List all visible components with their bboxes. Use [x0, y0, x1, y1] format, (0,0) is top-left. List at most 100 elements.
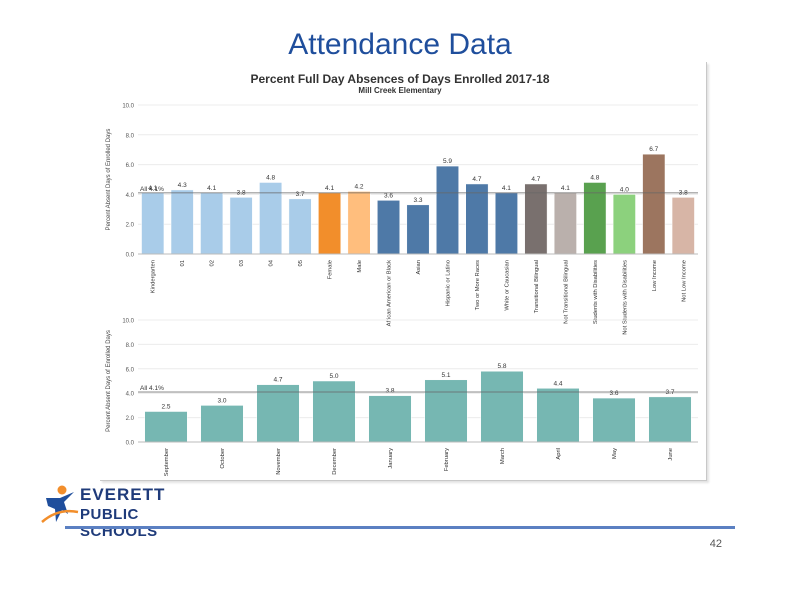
- category-label: November: [276, 448, 282, 475]
- category-label: Students with Disabilities: [593, 260, 599, 324]
- bar: [612, 194, 636, 255]
- footer-rule: [65, 526, 735, 529]
- bar-value-label: 4.7: [273, 377, 282, 384]
- bar: [648, 396, 692, 443]
- y-axis-title: Percent Absent Days of Enrolled Days: [106, 330, 112, 432]
- district-logo: EVERETT PUBLIC SCHOOLS: [40, 484, 220, 540]
- category-label: Not Students with Disabilities: [622, 260, 628, 335]
- y-axis-title: Percent Absent Days of Enrolled Days: [106, 129, 112, 231]
- bar-value-label: 4.3: [178, 182, 187, 189]
- category-label: Low Income: [652, 260, 658, 291]
- bar: [229, 197, 253, 255]
- y-tick-label: 6.0: [126, 367, 135, 373]
- chart-subtitle: Mill Creek Elementary: [358, 86, 442, 95]
- bar-value-label: 3.8: [385, 388, 394, 395]
- bar: [256, 384, 300, 443]
- bar: [377, 200, 400, 255]
- bar-value-label: 4.1: [561, 185, 570, 192]
- category-label: 02: [210, 260, 216, 266]
- category-label: October: [220, 448, 226, 469]
- bar: [170, 189, 194, 255]
- bar: [288, 198, 312, 255]
- person-logo-icon: [41, 485, 79, 523]
- y-tick-label: 0.0: [126, 253, 135, 259]
- bar: [144, 411, 188, 443]
- y-tick-label: 10.0: [122, 104, 134, 110]
- bar-value-label: 4.1: [207, 185, 216, 192]
- category-label: Transitional Bilingual: [534, 260, 540, 313]
- category-label: Not Low Income: [681, 260, 687, 302]
- bar: [200, 405, 244, 443]
- category-label: 01: [180, 260, 186, 266]
- category-label: 04: [269, 259, 275, 266]
- y-tick-label: 4.0: [126, 392, 135, 398]
- bar-value-label: 4.8: [590, 174, 599, 181]
- bar-value-label: 4.4: [553, 380, 562, 387]
- y-tick-label: 10.0: [122, 319, 134, 325]
- bar: [553, 192, 577, 255]
- bar: [424, 379, 468, 443]
- bar: [406, 204, 430, 255]
- bar: [368, 395, 412, 443]
- bar: [141, 192, 165, 255]
- bar-value-label: 2.5: [161, 404, 170, 411]
- category-label: 05: [298, 260, 304, 266]
- category-label: 03: [239, 260, 245, 266]
- category-label: September: [164, 448, 170, 476]
- bar: [347, 191, 371, 255]
- bar: [312, 380, 356, 443]
- chart-panel: Percent Full Day Absences of Days Enroll…: [100, 62, 707, 481]
- category-label: December: [332, 448, 338, 475]
- category-label: Two or More Races: [475, 260, 481, 310]
- category-label: Asian: [416, 260, 422, 275]
- y-tick-label: 4.0: [126, 193, 135, 199]
- bar-value-label: 5.9: [443, 158, 452, 165]
- bar-value-label: 3.0: [217, 397, 226, 404]
- bar-value-label: 5.0: [329, 373, 338, 380]
- category-label: Kindergarten: [151, 260, 157, 293]
- category-label: African American or Black: [387, 260, 393, 326]
- category-label: Not Transitional Bilingual: [563, 260, 569, 324]
- category-label: Hispanic or Latino: [445, 260, 451, 306]
- category-label: White or Caucasian: [504, 260, 510, 311]
- bar: [642, 153, 666, 255]
- slide-title: Attendance Data: [288, 28, 512, 61]
- category-label: January: [388, 448, 394, 469]
- bar-value-label: 3.7: [296, 191, 305, 198]
- bar-value-label: 4.1: [325, 185, 334, 192]
- bar: [200, 192, 224, 255]
- bar: [494, 192, 518, 255]
- bar-value-label: 4.2: [355, 183, 364, 190]
- y-tick-label: 6.0: [126, 163, 135, 169]
- bar-value-label: 4.1: [502, 185, 511, 192]
- bar: [671, 197, 695, 255]
- y-tick-label: 8.0: [126, 133, 135, 139]
- logo-text-public-schools: PUBLIC SCHOOLS: [80, 506, 158, 540]
- logo-text-everett: EVERETT: [80, 485, 166, 504]
- bar: [318, 192, 342, 255]
- category-label: June: [668, 448, 674, 461]
- bar-value-label: 6.7: [649, 146, 658, 153]
- category-label: February: [444, 448, 450, 471]
- y-tick-label: 2.0: [126, 416, 135, 422]
- attendance-charts: 0.0 2.0 4.0 6.0 8.0 10.0 Percent Absent Days o…: [106, 104, 698, 476]
- bar-value-label: 4.1: [148, 185, 157, 192]
- category-label: May: [612, 448, 618, 459]
- reference-label: All 4.1%: [140, 385, 164, 392]
- category-label: Female: [328, 260, 334, 279]
- bar: [524, 183, 548, 255]
- bar-value-label: 4.8: [266, 174, 275, 181]
- bar-value-label: 4.7: [472, 176, 481, 183]
- bar-value-label: 3.6: [384, 192, 393, 199]
- category-label: March: [500, 448, 506, 464]
- chart-title: Percent Full Day Absences of Days Enroll…: [250, 72, 550, 86]
- bar-value-label: 5.1: [441, 372, 450, 379]
- bar: [480, 370, 524, 443]
- category-label: April: [556, 448, 562, 460]
- y-tick-label: 0.0: [126, 441, 135, 447]
- page-number: 42: [709, 538, 722, 550]
- bar-value-label: 3.6: [609, 390, 618, 397]
- bar: [536, 388, 580, 443]
- reference-label: All 4.1%: [140, 186, 164, 193]
- category-label: Male: [357, 260, 363, 273]
